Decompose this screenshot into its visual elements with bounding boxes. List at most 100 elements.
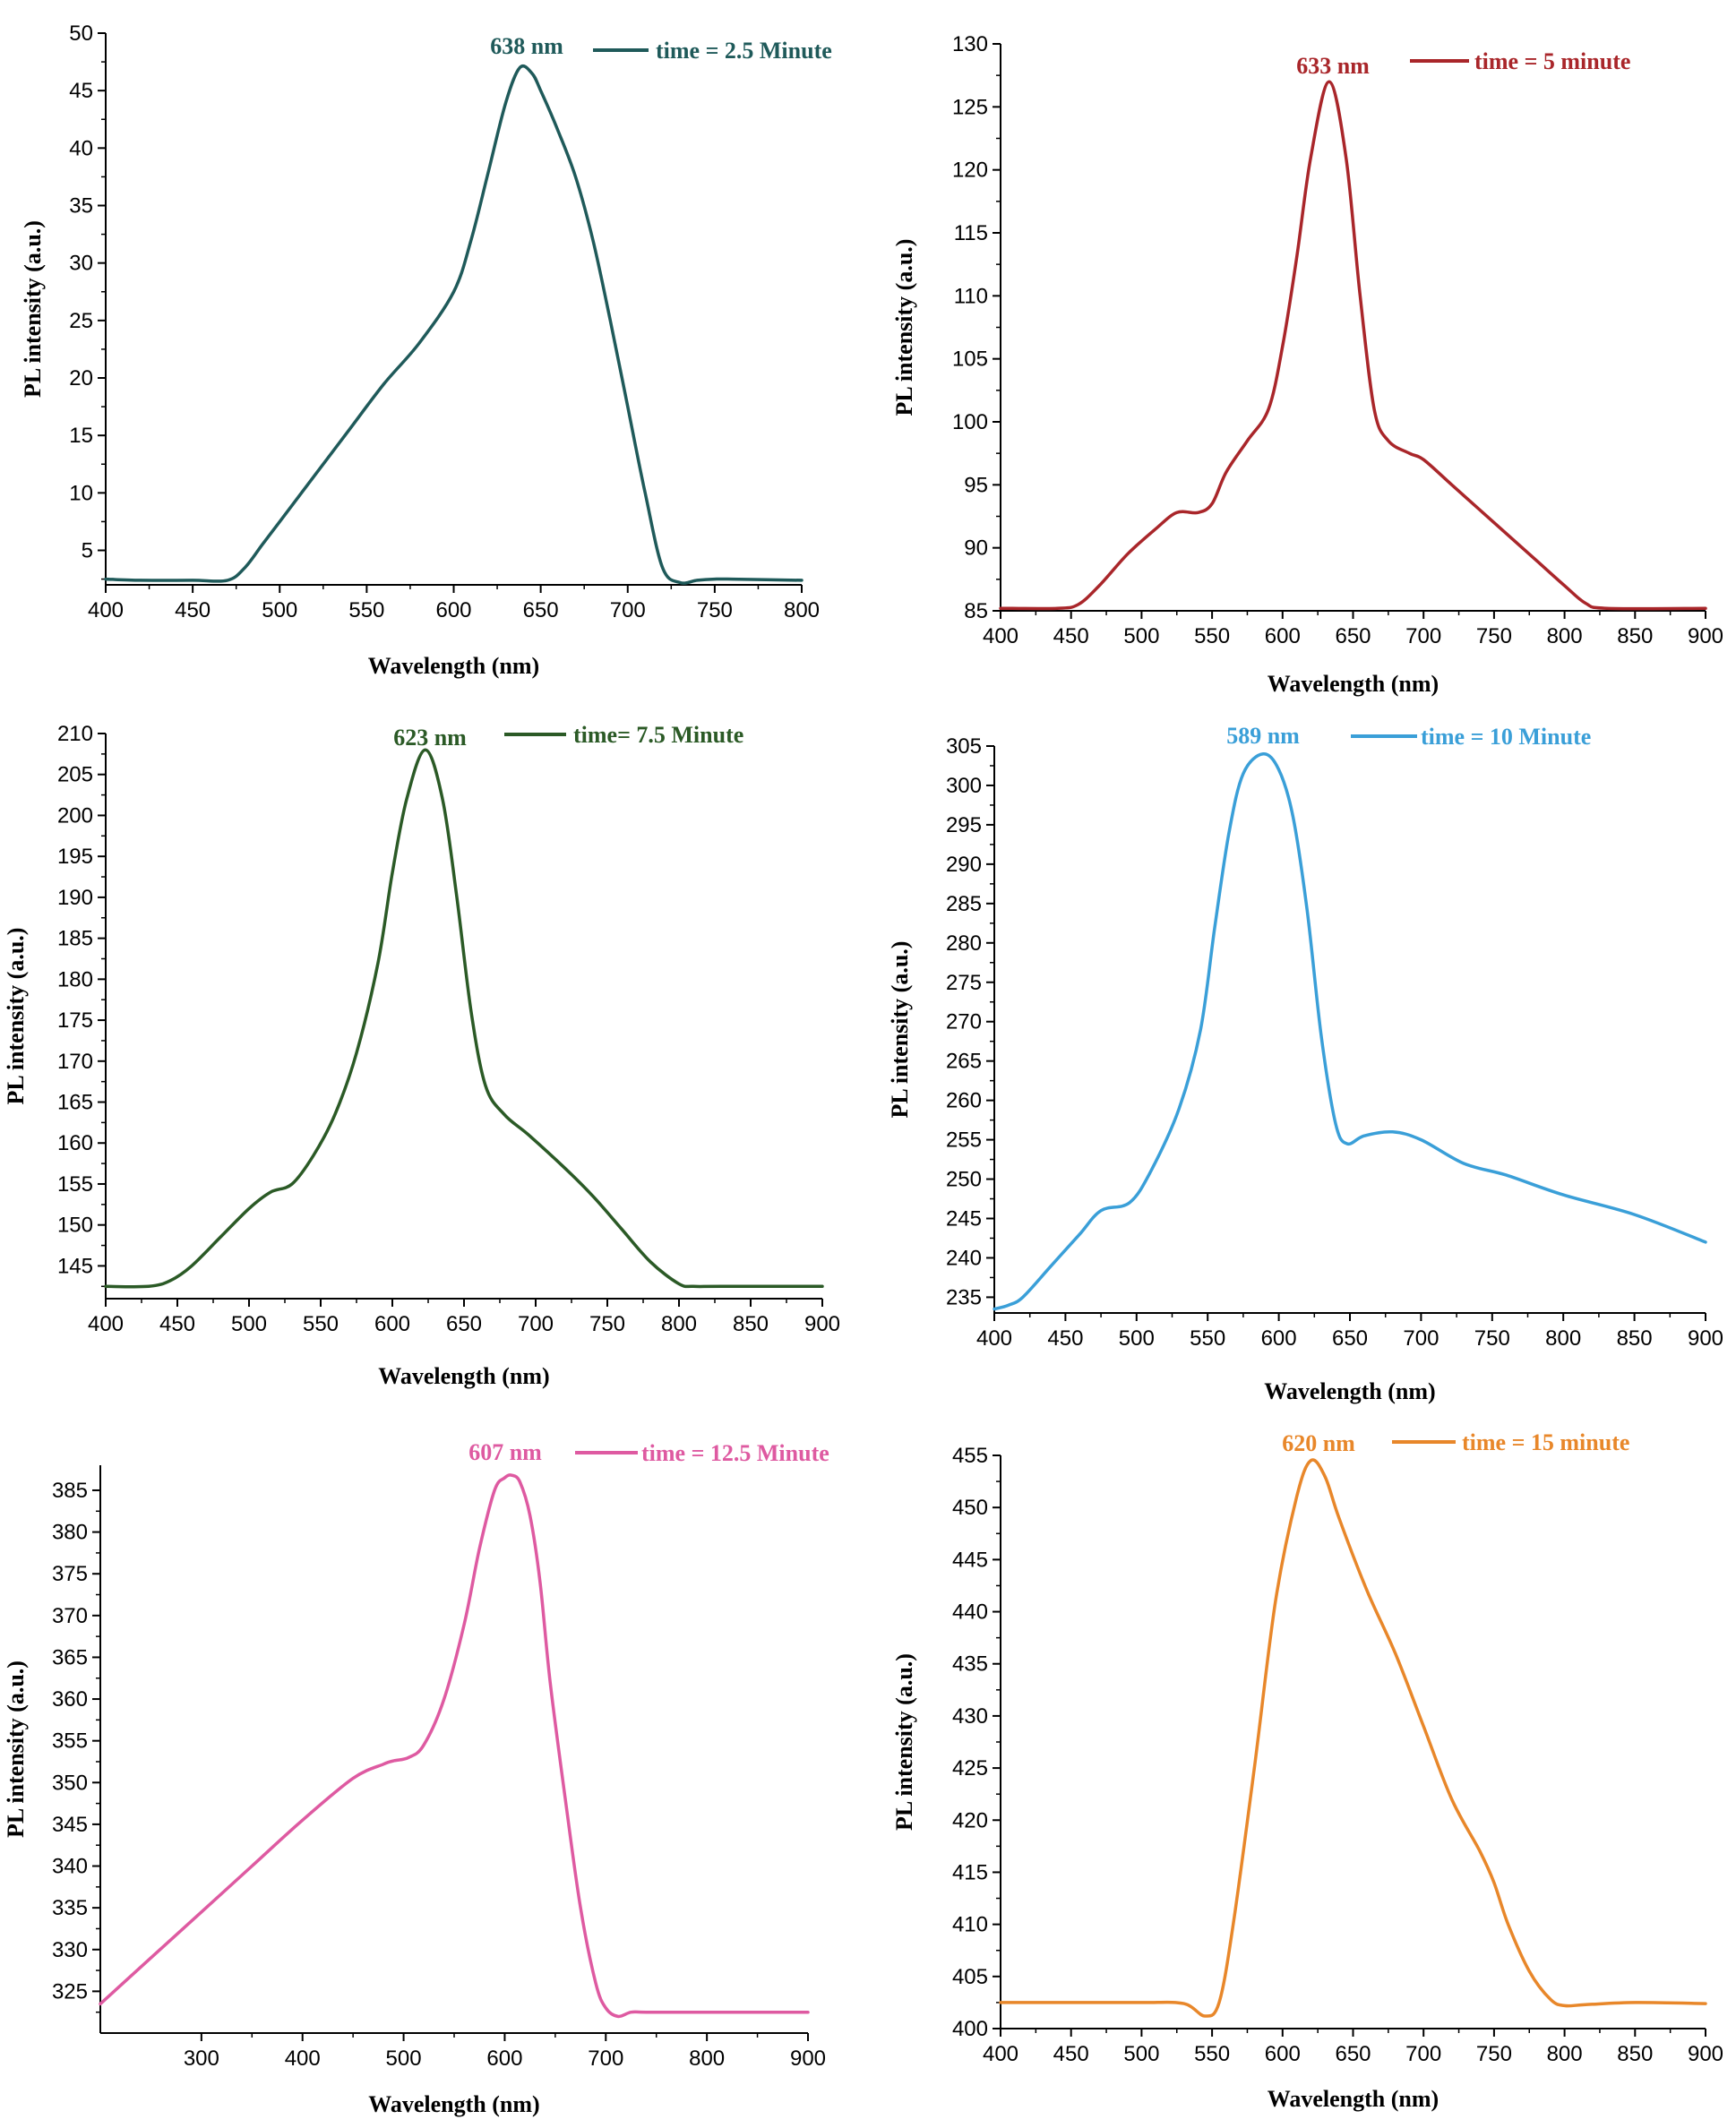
y-axis-title: PL intensity (a.u.) <box>20 220 46 398</box>
x-tick-label: 400 <box>976 1326 1012 1351</box>
legend-label: time = 10 Minute <box>1421 724 1591 750</box>
legend-label: time = 15 minute <box>1462 1429 1629 1455</box>
y-tick-label: 185 <box>57 927 93 951</box>
y-tick-label: 450 <box>952 1496 988 1520</box>
x-tick-label: 750 <box>697 598 733 622</box>
y-tick-label: 240 <box>946 1246 982 1270</box>
x-tick-label: 500 <box>386 2046 422 2071</box>
y-tick-label: 200 <box>57 803 93 828</box>
y-tick-label: 270 <box>946 1010 982 1034</box>
x-tick-label: 600 <box>435 598 471 622</box>
y-tick-label: 350 <box>52 1771 88 1795</box>
y-tick-label: 415 <box>952 1860 988 1884</box>
x-tick-label: 600 <box>486 2046 522 2071</box>
x-tick-label: 450 <box>159 1312 195 1336</box>
x-tick-label: 600 <box>1261 1326 1297 1351</box>
peak-label: 638 nm <box>490 33 563 59</box>
y-tick-label: 375 <box>52 1562 88 1586</box>
x-tick-label: 700 <box>610 598 646 622</box>
y-tick-label: 235 <box>946 1285 982 1309</box>
y-tick-label: 410 <box>952 1913 988 1937</box>
y-tick-label: 435 <box>952 1652 988 1677</box>
y-tick-label: 105 <box>952 348 988 372</box>
x-tick-label: 800 <box>661 1312 697 1336</box>
x-axis-title: Wavelength (nm) <box>368 2091 539 2117</box>
series-line <box>104 748 824 1289</box>
x-tick-label: 450 <box>1053 2042 1089 2066</box>
x-tick-label: 800 <box>1547 2042 1583 2066</box>
x-tick-label: 800 <box>1545 1326 1581 1351</box>
y-tick-label: 335 <box>52 1896 88 1920</box>
y-tick-label: 280 <box>946 931 982 956</box>
peak-label: 607 nm <box>468 1439 542 1465</box>
x-axis-title: Wavelength (nm) <box>1264 1378 1435 1404</box>
x-tick-label: 550 <box>1190 1326 1225 1351</box>
x-tick-label: 750 <box>1474 1326 1510 1351</box>
x-axis-title: Wavelength (nm) <box>1268 671 1439 697</box>
x-tick-label: 900 <box>804 1312 840 1336</box>
y-tick-label: 275 <box>946 971 982 995</box>
y-tick-label: 90 <box>964 536 988 561</box>
legend-label: time = 12.5 Minute <box>641 1440 829 1466</box>
x-tick-label: 500 <box>231 1312 267 1336</box>
y-tick-label: 25 <box>69 309 93 333</box>
y-tick-label: 50 <box>69 21 93 46</box>
y-tick-label: 40 <box>69 136 93 160</box>
y-axis-title: PL intensity (a.u.) <box>891 1653 917 1831</box>
x-axis-title: Wavelength (nm) <box>368 653 539 679</box>
y-tick-label: 445 <box>952 1548 988 1572</box>
x-tick-label: 450 <box>1047 1326 1083 1351</box>
y-tick-label: 305 <box>946 734 982 759</box>
y-tick-label: 180 <box>57 967 93 991</box>
y-tick-label: 290 <box>946 853 982 877</box>
y-axis-title: PL intensity (a.u.) <box>3 1660 29 1838</box>
y-tick-label: 85 <box>964 599 988 623</box>
y-tick-label: 120 <box>952 159 988 183</box>
x-tick-label: 650 <box>446 1312 482 1336</box>
y-tick-label: 285 <box>946 892 982 916</box>
series-line <box>999 80 1707 611</box>
x-tick-label: 700 <box>1403 1326 1439 1351</box>
peak-label: 589 nm <box>1226 723 1300 749</box>
y-tick-label: 195 <box>57 845 93 869</box>
y-tick-label: 260 <box>946 1089 982 1113</box>
y-tick-label: 300 <box>946 774 982 798</box>
legend-label: time = 5 minute <box>1474 48 1630 74</box>
x-tick-label: 700 <box>1405 2042 1441 2066</box>
panel-6: 400 450 500 550 600 650 700 750 800 850 900 400 405 4… <box>891 1429 1723 2112</box>
y-tick-label: 255 <box>946 1128 982 1153</box>
y-tick-label: 150 <box>57 1214 93 1238</box>
x-tick-label: 500 <box>1123 624 1159 648</box>
y-tick-label: 110 <box>954 284 988 308</box>
x-tick-label: 600 <box>374 1312 410 1336</box>
y-tick-label: 430 <box>952 1704 988 1729</box>
y-tick-label: 250 <box>946 1168 982 1192</box>
x-tick-label: 700 <box>518 1312 554 1336</box>
x-tick-label: 500 <box>262 598 297 622</box>
y-axis-title: PL intensity (a.u.) <box>3 928 29 1105</box>
y-tick-label: 425 <box>952 1756 988 1780</box>
y-tick-label: 330 <box>52 1938 88 1962</box>
x-tick-label: 550 <box>303 1312 339 1336</box>
y-tick-label: 420 <box>952 1808 988 1832</box>
y-tick-label: 380 <box>52 1521 88 1545</box>
x-axis-title: Wavelength (nm) <box>378 1363 549 1389</box>
x-tick-label: 650 <box>1332 1326 1368 1351</box>
x-tick-label: 600 <box>1265 624 1301 648</box>
y-tick-label: 10 <box>69 481 93 505</box>
x-tick-label: 600 <box>1265 2042 1301 2066</box>
x-tick-label: 500 <box>1119 1326 1155 1351</box>
y-tick-label: 30 <box>69 252 93 276</box>
panel-4: 400 450 500 550 600 650 700 750 800 850 900 235 240 2… <box>887 723 1723 1404</box>
x-tick-label: 700 <box>588 2046 623 2071</box>
y-tick-label: 325 <box>52 1979 88 2004</box>
y-tick-label: 440 <box>952 1600 988 1625</box>
x-tick-label: 800 <box>689 2046 725 2071</box>
y-tick-label: 45 <box>69 79 93 103</box>
x-tick-label: 550 <box>1194 624 1230 648</box>
x-axis-title: Wavelength (nm) <box>1268 2086 1439 2112</box>
peak-label: 623 nm <box>393 725 467 751</box>
y-tick-label: 100 <box>952 410 988 434</box>
x-tick-label: 900 <box>1688 1326 1723 1351</box>
